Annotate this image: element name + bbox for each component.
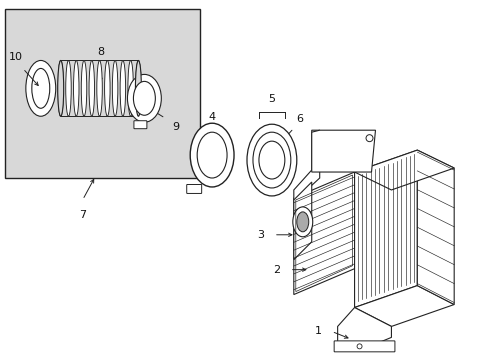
Ellipse shape (89, 60, 94, 116)
Ellipse shape (190, 123, 234, 187)
Ellipse shape (135, 60, 141, 116)
Bar (5, 9, 200, 178)
Polygon shape (354, 285, 453, 327)
Ellipse shape (128, 60, 133, 116)
Ellipse shape (97, 60, 102, 116)
Polygon shape (293, 182, 311, 260)
Ellipse shape (197, 132, 226, 178)
Text: 1: 1 (314, 327, 321, 336)
FancyBboxPatch shape (186, 184, 201, 193)
Ellipse shape (32, 68, 50, 108)
Ellipse shape (133, 81, 155, 115)
Polygon shape (354, 150, 416, 307)
Ellipse shape (58, 60, 63, 116)
Text: 5: 5 (268, 94, 275, 104)
Text: 3: 3 (256, 230, 264, 240)
Ellipse shape (120, 60, 125, 116)
Circle shape (366, 135, 372, 141)
Ellipse shape (296, 212, 308, 232)
Ellipse shape (112, 60, 118, 116)
Ellipse shape (104, 60, 110, 116)
Ellipse shape (58, 60, 63, 116)
Polygon shape (337, 307, 390, 345)
Ellipse shape (26, 60, 56, 116)
Ellipse shape (135, 60, 141, 116)
Ellipse shape (252, 132, 290, 188)
Ellipse shape (246, 124, 296, 196)
Ellipse shape (127, 75, 161, 122)
Text: 4: 4 (208, 112, 215, 122)
Text: 6: 6 (295, 114, 302, 124)
FancyBboxPatch shape (333, 341, 394, 352)
Ellipse shape (65, 60, 71, 116)
Polygon shape (354, 150, 453, 190)
Text: 10: 10 (9, 53, 23, 62)
FancyBboxPatch shape (134, 121, 146, 129)
Circle shape (356, 344, 361, 349)
Polygon shape (416, 150, 453, 305)
Ellipse shape (259, 141, 285, 179)
Text: 2: 2 (272, 265, 279, 275)
Polygon shape (293, 172, 354, 294)
Text: 8: 8 (97, 48, 104, 58)
Text: 7: 7 (79, 210, 86, 220)
Text: 9: 9 (172, 122, 179, 132)
Ellipse shape (292, 207, 312, 237)
Polygon shape (311, 130, 375, 172)
Ellipse shape (81, 60, 86, 116)
Polygon shape (293, 130, 319, 202)
Ellipse shape (73, 60, 79, 116)
